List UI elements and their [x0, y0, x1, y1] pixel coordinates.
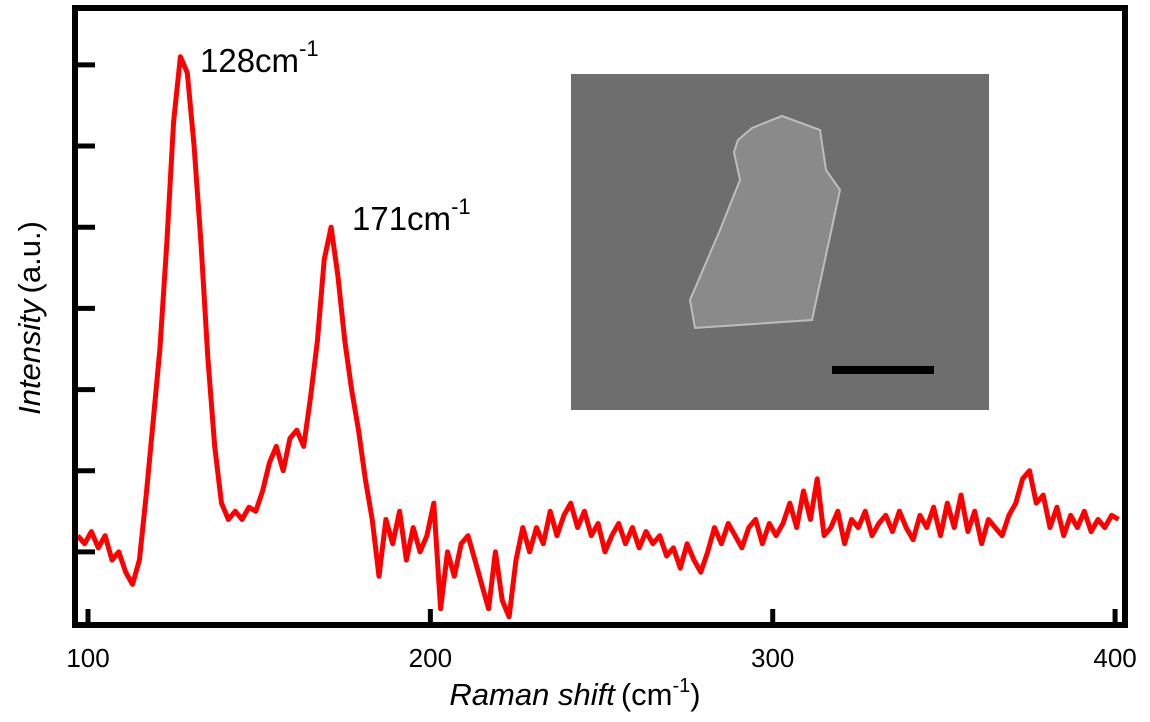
annotation-text: 128cm	[200, 42, 299, 79]
x-label-close: )	[690, 677, 700, 712]
inset-image	[571, 74, 989, 410]
scale-bar	[832, 366, 934, 374]
x-label-sup: -1	[672, 675, 690, 697]
annotation-sup: -1	[451, 194, 471, 219]
x-tick-label: 300	[751, 643, 794, 673]
annotation-text: 171cm	[352, 200, 451, 237]
x-axis-label: Raman shift(cm-1)	[449, 675, 700, 712]
y-label-main: Intensity	[12, 297, 47, 415]
x-tick-label: 100	[66, 643, 109, 673]
annotation: 171cm-1	[352, 194, 471, 237]
y-axis-label: Intensity (a.u.)	[12, 221, 47, 415]
x-tick-label: 400	[1093, 643, 1136, 673]
annotation-sup: -1	[299, 36, 319, 61]
x-label-unit: (cm	[621, 677, 673, 712]
annotation: 128cm-1	[200, 36, 319, 79]
x-label-main: Raman shift	[449, 677, 616, 712]
y-label-unit: (a.u.)	[12, 221, 47, 293]
chart: Raman shift(cm-1) Intensity(a.u.) 128cm-…	[0, 0, 1150, 717]
x-tick-label: 200	[409, 643, 452, 673]
